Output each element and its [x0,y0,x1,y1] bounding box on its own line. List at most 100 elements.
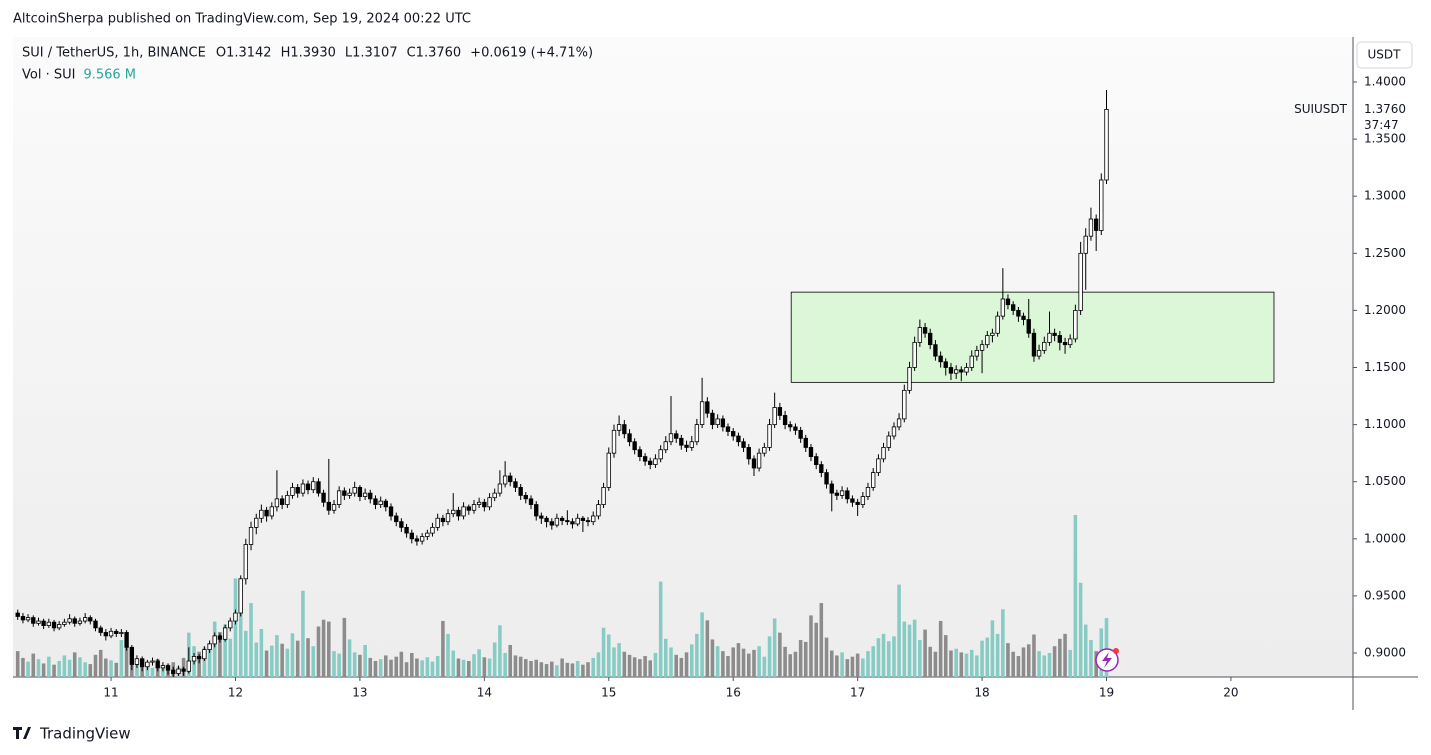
currency-button[interactable] [1356,41,1413,69]
candle-body [399,521,404,528]
candle-body [108,630,114,637]
candle-body [622,424,627,435]
candle-body [62,621,67,625]
published-line: AltcoinSherpa published on TradingView.c… [13,12,471,27]
candle-body [456,509,461,517]
volume-bar [886,641,891,677]
candle-body [72,618,77,624]
volume-bar [1058,638,1062,677]
volume-bar [285,648,290,677]
candle-body [860,496,866,505]
candle-body [352,487,357,494]
volume-bar [508,644,513,677]
volume-bar [907,624,912,677]
candle-body [1088,218,1094,237]
volume-bar [347,639,352,677]
candle-body [228,620,233,629]
x-tick-label: 11 [103,686,118,700]
candle-body [928,332,933,346]
volume-bar [638,659,642,677]
volume-bar [606,634,611,677]
x-tick-label: 16 [726,686,741,700]
candle-body [1005,298,1011,306]
candle-body [129,646,135,665]
candle-body [772,407,777,426]
volume-bar [622,651,627,677]
candle-body [995,315,1000,334]
candle-body [46,621,52,627]
price-label-box [1354,100,1414,133]
volume-bar [534,659,539,677]
candle-body [653,458,658,465]
volume-bar [482,657,487,677]
volume-bar [954,648,958,677]
candle-body [746,447,751,460]
candle-body [627,433,632,443]
volume-bar [62,655,67,677]
volume-bar [404,662,409,677]
volume-bar [441,620,445,677]
volume-bar [228,638,233,677]
y-tick-label: 0.9500 [1364,588,1406,602]
candle-body [834,492,840,496]
volume-bar [586,662,590,677]
candle-body [814,456,819,465]
volume-bar [767,636,772,677]
candle-body [414,538,420,542]
volume-bar [669,647,673,677]
volume-bar [778,632,782,677]
candle-body [606,452,611,488]
candle-body [534,504,539,517]
candle-body [850,498,855,503]
candle-body [642,456,648,462]
volume-bar [757,646,761,677]
candle-body [357,487,363,497]
candle-body [518,487,523,496]
volume-bar [1073,515,1078,677]
candle-body [736,435,741,443]
volume-bar [72,652,77,677]
candle-body [171,669,176,674]
candle-body [139,658,145,668]
volume-bar [1006,643,1010,677]
y-tick-label: 0.9000 [1364,646,1406,660]
volume-bar [21,657,25,677]
candle-body [274,498,280,508]
volume-bar [596,652,601,677]
candle-body [114,630,119,635]
volume-bar [943,635,948,677]
volume-bar [814,622,818,677]
candle-body [388,506,394,517]
x-tick-label: 17 [850,686,865,700]
volume-bar [928,646,932,677]
candle-body [362,492,368,497]
volume-bar [104,658,108,677]
volume-bar [715,646,720,677]
volume-bar [394,656,399,677]
y-tick-label: 1.0000 [1364,531,1406,545]
candle-body [165,665,171,671]
candle-body [451,509,456,515]
candle-body [186,660,191,672]
volume-bar [892,636,896,677]
candle-body [803,437,808,448]
candle-body [254,517,259,528]
volume-bar [311,646,316,677]
volume-bar [78,657,82,677]
volume-bar [1011,651,1015,677]
volume-bar [399,651,404,677]
candle-body [782,415,788,426]
candle-body [611,429,617,454]
volume-bar [389,659,393,677]
candle-body [559,517,565,521]
y-tick-label: 1.0500 [1364,474,1406,488]
candle-body [1011,304,1016,311]
candle-body [886,435,891,448]
volume-bar [612,647,616,677]
volume-bar [959,652,964,677]
currency-button-label[interactable]: USDT [1368,48,1402,62]
candle-body [580,517,586,521]
candle-body [523,495,528,500]
